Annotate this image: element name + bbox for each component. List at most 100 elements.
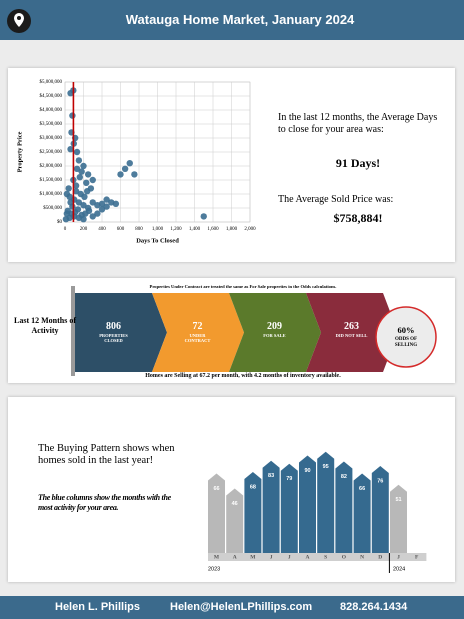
point — [72, 188, 80, 195]
activity-label: DID NOT SELL — [335, 332, 368, 338]
y-tick-label: $1,500,000 — [40, 178, 63, 183]
point — [81, 193, 88, 200]
point — [103, 196, 110, 203]
point — [112, 200, 120, 207]
month-label: M — [250, 555, 256, 561]
x-tick-label: 800 — [135, 227, 143, 232]
activity-summary: Homes are Selling at 67.2 per month, wit… — [145, 373, 341, 379]
price-text: The Average Sold Price was: — [278, 194, 394, 205]
point — [85, 207, 93, 214]
pattern-heading: The Buying Pattern shows when homes sold… — [38, 443, 175, 466]
point — [78, 168, 85, 175]
odds-circle — [375, 306, 437, 368]
month-label: M — [214, 555, 220, 561]
x-tick-label: 1,800 — [226, 227, 238, 232]
price-value: $758,884! — [333, 211, 383, 225]
x-tick-label: 600 — [117, 227, 125, 232]
value-label: 79 — [286, 476, 292, 482]
odds-value: 60% — [398, 325, 415, 335]
y-tick-label: $3,000,000 — [40, 136, 63, 141]
activity-label: FOR SALE — [263, 332, 286, 338]
days-text: In the last 12 months, the Average Days … — [278, 112, 438, 135]
y-tick-label: $2,000,000 — [40, 164, 63, 169]
activity-value: 209 — [267, 321, 282, 332]
x-tick-label: 400 — [98, 227, 106, 232]
odds-label: ODDS OF SELLING — [394, 337, 418, 348]
point — [126, 160, 133, 167]
x-tick-label: 1,000 — [152, 227, 164, 232]
agent-email: Helen@HelenLPhillips.com — [170, 601, 313, 613]
column — [226, 488, 244, 553]
column-chart: M 2023 66 A 46 M 68 J 83 J 79 A 90 S 95 O 82 N 66 D 76 J 2024 5… — [208, 451, 427, 573]
point — [80, 202, 87, 209]
point — [74, 206, 82, 213]
x-axis-label: Days To Closed — [136, 237, 179, 244]
point — [75, 157, 83, 164]
month-label: S — [324, 555, 327, 561]
pin-icon — [7, 9, 31, 33]
point — [66, 193, 73, 200]
month-label: A — [306, 555, 310, 561]
month-band — [208, 553, 427, 561]
column — [317, 451, 335, 553]
point — [75, 199, 83, 206]
chevron — [306, 293, 398, 372]
value-label: 66 — [359, 486, 365, 492]
point — [200, 213, 207, 220]
column — [208, 473, 225, 553]
point — [80, 216, 87, 223]
activity-value: 263 — [344, 321, 359, 332]
value-label: 68 — [250, 484, 256, 490]
days-value: 91 Days! — [335, 156, 381, 170]
chevron — [75, 293, 167, 372]
month-label: N — [360, 555, 364, 561]
activity-title: Last 12 Months of Activity — [14, 316, 77, 335]
pattern-note: The blue columns show the months with th… — [38, 493, 171, 512]
agent-name: Helen L. Phillips — [55, 601, 140, 613]
point — [121, 165, 129, 172]
y-tick-label: $2,500,000 — [40, 150, 63, 155]
month-label: F — [415, 555, 419, 561]
point — [98, 200, 106, 207]
scatter-panel: $0 $500,000 $1,000,000 $1,500,000 $2,000,000… — [8, 68, 455, 262]
activity-graphic: 806 72 209 263 60% — [71, 286, 437, 376]
value-label: 51 — [395, 497, 401, 503]
point — [72, 182, 80, 189]
point — [87, 185, 95, 192]
column — [244, 472, 262, 553]
point — [80, 162, 87, 170]
chevron — [152, 293, 244, 372]
value-label: 76 — [377, 478, 383, 484]
y-tick-label: $4,500,000 — [40, 94, 63, 99]
month-label: J — [270, 555, 273, 561]
point — [98, 206, 106, 213]
point — [67, 146, 74, 153]
y-tick-label: $500,000 — [43, 206, 62, 211]
y-tick-label: $1,000,000 — [40, 192, 63, 197]
point — [67, 90, 74, 97]
point — [69, 112, 76, 119]
activity-value: 806 — [106, 321, 121, 332]
activity-panel: 806 72 209 263 60% Last 12 Months of Activit… — [8, 278, 455, 383]
month-label: J — [397, 555, 400, 561]
month-label: D — [378, 555, 382, 561]
header: Watauga Home Market, January 2024 — [0, 0, 464, 40]
value-label: 82 — [341, 474, 347, 480]
point — [94, 210, 101, 217]
x-tick-label: 2,000 — [244, 227, 256, 232]
column — [299, 455, 316, 553]
year-label: 2023 — [208, 566, 220, 572]
y-tick-label: $3,500,000 — [40, 122, 63, 127]
value-label: 95 — [323, 464, 329, 470]
column — [280, 463, 298, 553]
point — [89, 176, 96, 184]
x-tick-label: 0 — [64, 227, 67, 232]
point — [84, 171, 92, 178]
value-label: 66 — [213, 486, 219, 492]
month-label: O — [342, 555, 347, 561]
point — [73, 148, 81, 156]
activity-note: Properties Under Contract are treated th… — [149, 284, 337, 289]
title: Watauga Home Market, January 2024 — [125, 12, 355, 27]
x-tick-label: 1,200 — [170, 227, 182, 232]
